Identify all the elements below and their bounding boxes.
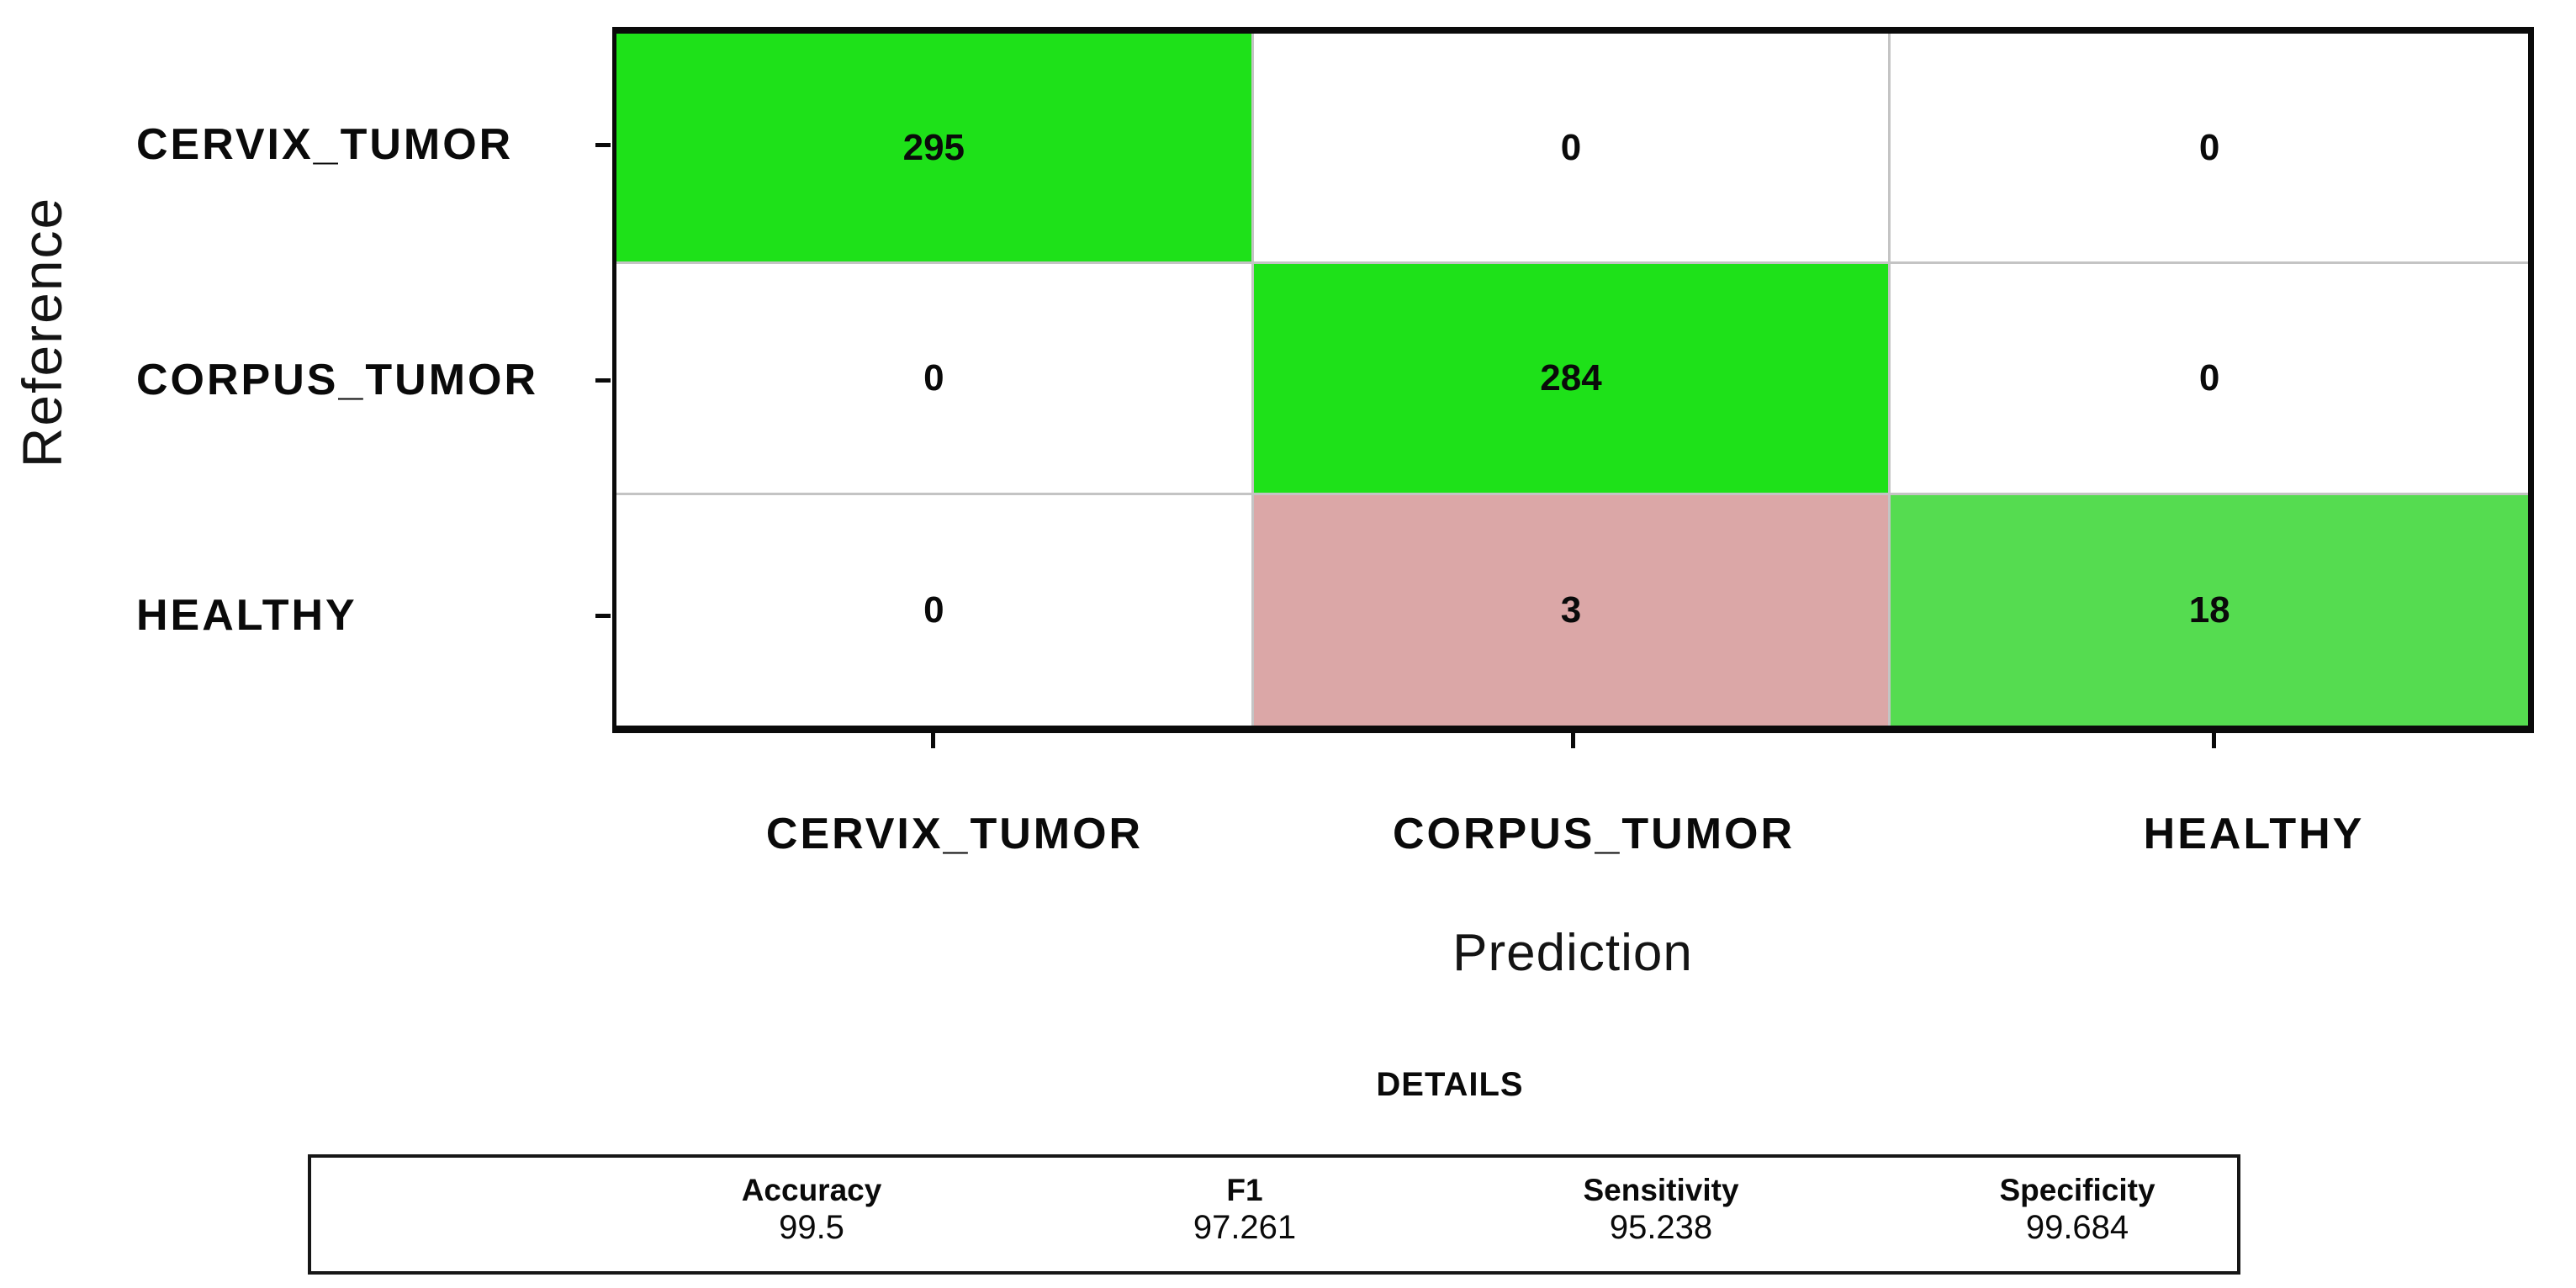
row-label-corpus-tumor: CORPUS_TUMOR	[136, 356, 539, 404]
col-label-cervix-tumor: CERVIX_TUMOR	[765, 810, 1144, 858]
confusion-matrix-grid: 295 0 0 0 284 0 0 3 18	[612, 27, 2534, 733]
x-axis-tick	[2212, 733, 2216, 748]
y-axis-tick	[595, 143, 611, 147]
y-axis-tick	[595, 378, 611, 383]
col-label-healthy: HEALTHY	[2143, 810, 2365, 858]
matrix-cell-r1c0: 0	[616, 264, 1254, 495]
matrix-cell-r1c1: 284	[1253, 264, 1891, 495]
y-axis-tick	[595, 614, 611, 618]
matrix-cell-r0c0: 295	[616, 34, 1254, 265]
metric-specificity-label: Specificity	[1999, 1173, 2155, 1207]
metric-specificity-value: 99.684	[2025, 1208, 2129, 1246]
details-heading: DETAILS	[1376, 1066, 1524, 1103]
row-label-healthy: HEALTHY	[136, 591, 357, 640]
matrix-cell-r2c1: 3	[1253, 494, 1891, 726]
matrix-cell-r1c2: 0	[1891, 264, 2528, 495]
x-axis-title: Prediction	[1452, 924, 1693, 982]
matrix-cell-r0c2: 0	[1891, 34, 2528, 265]
metric-sensitivity-label: Sensitivity	[1583, 1173, 1739, 1207]
metric-sensitivity: Sensitivity 95.238	[1583, 1173, 1739, 1247]
row-label-cervix-tumor: CERVIX_TUMOR	[136, 120, 514, 169]
metric-f1-value: 97.261	[1193, 1208, 1297, 1246]
metric-accuracy: Accuracy 99.5	[741, 1173, 882, 1247]
matrix-cell-r0c1: 0	[1253, 34, 1891, 265]
metric-f1: F1 97.261	[1193, 1173, 1297, 1247]
y-axis-title: Reference	[11, 196, 73, 468]
metric-f1-label: F1	[1226, 1173, 1263, 1207]
metric-accuracy-label: Accuracy	[741, 1173, 882, 1207]
metric-sensitivity-value: 95.238	[1609, 1208, 1713, 1246]
x-axis-tick	[931, 733, 935, 748]
metric-accuracy-value: 99.5	[779, 1208, 844, 1246]
x-axis-tick	[1571, 733, 1575, 748]
matrix-cell-r2c0: 0	[616, 494, 1254, 726]
details-table	[308, 1154, 2240, 1275]
col-label-corpus-tumor: CORPUS_TUMOR	[1392, 810, 1796, 858]
metric-specificity: Specificity 99.684	[1999, 1173, 2155, 1247]
matrix-cell-r2c2: 18	[1891, 494, 2528, 726]
